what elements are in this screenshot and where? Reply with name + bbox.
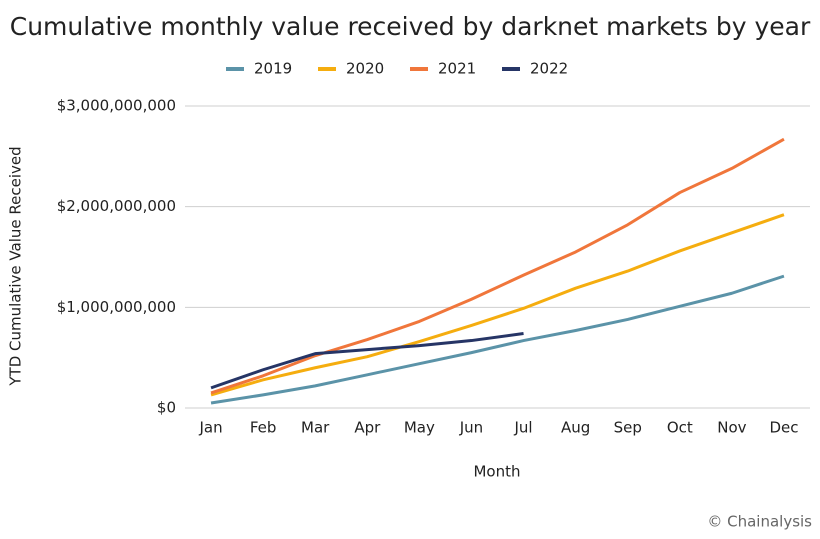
y-tick-label: $1,000,000,000 (57, 298, 176, 316)
x-tick-label: Apr (354, 419, 381, 437)
x-tick-label: Feb (250, 419, 277, 437)
series-line (210, 213, 785, 397)
x-axis-label: Month (473, 463, 520, 481)
y-tick-label: $2,000,000,000 (57, 197, 176, 215)
x-tick-label: Mar (301, 419, 330, 437)
x-tick-label: Oct (667, 419, 693, 437)
series-line (210, 274, 785, 405)
series-line (210, 332, 524, 390)
chart-title: Cumulative monthly value received by dar… (10, 12, 811, 41)
legend-label: 2021 (438, 60, 476, 78)
x-tick-label: Nov (717, 419, 746, 437)
y-axis-label: YTD Cumulative Value Received (7, 146, 25, 386)
x-tick-label: Sep (614, 419, 642, 437)
x-tick-label: Jan (198, 419, 222, 437)
series-line (210, 137, 785, 395)
x-tick-label: Dec (769, 419, 798, 437)
x-tick-label: Aug (561, 419, 590, 437)
x-tick-label: Jul (513, 419, 532, 437)
x-tick-label: Jun (459, 419, 483, 437)
legend-label: 2019 (254, 60, 292, 78)
y-tick-label: $0 (157, 399, 176, 417)
x-tick-label: May (404, 419, 435, 437)
source: © Chainalysis (707, 513, 812, 531)
y-tick-label: $3,000,000,000 (57, 97, 176, 115)
legend-label: 2020 (346, 60, 384, 78)
legend-label: 2022 (530, 60, 568, 78)
